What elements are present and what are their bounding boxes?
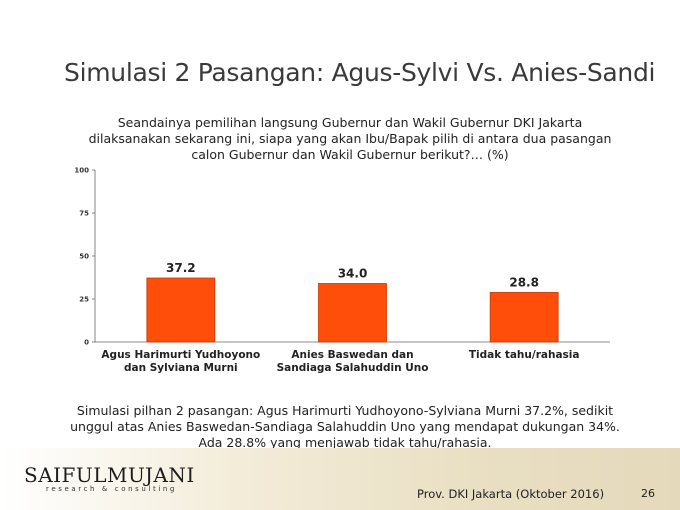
bar-chart: 0 25 50 75 100 37.2 Agus Harimurti Yudhoyonod… xyxy=(74,167,610,374)
bar-3 xyxy=(489,292,559,343)
category-label: Tidak tahu/rahasia xyxy=(469,349,580,361)
data-label: 34.0 xyxy=(338,267,368,281)
slide-title: Simulasi 2 Pasangan: Agus-Sylvi Vs. Anie… xyxy=(64,58,656,87)
company-logo: SAIFULMUJANI research & consulting xyxy=(24,463,195,493)
bar-1 xyxy=(146,277,216,343)
footer-source: Prov. DKI Jakarta (Oktober 2016) xyxy=(417,487,605,501)
chart-bars xyxy=(146,277,559,343)
y-tick-label: 75 xyxy=(79,210,89,218)
category-label: Agus Harimurti Yudhoyono xyxy=(101,349,260,361)
data-label: 28.8 xyxy=(509,275,539,289)
footer-band xyxy=(0,448,680,510)
page-number: 26 xyxy=(641,487,655,500)
logo-tagline: research & consulting xyxy=(46,485,177,493)
y-tick-label: 50 xyxy=(79,253,89,261)
summary-text: Simulasi pilhan 2 pasangan: Agus Harimur… xyxy=(70,403,620,450)
category-label: Sandiaga Salahuddin Uno xyxy=(277,362,429,374)
category-label: Anies Baswedan dan xyxy=(291,349,413,361)
bar-2 xyxy=(318,283,387,343)
category-label: dan Sylviana Murni xyxy=(124,362,238,374)
y-tick-label: 0 xyxy=(84,339,89,347)
y-tick-label: 100 xyxy=(74,167,89,175)
y-tick-label: 25 xyxy=(79,296,89,304)
survey-question: Seandainya pemilihan langsung Gubernur d… xyxy=(88,115,612,162)
data-label: 37.2 xyxy=(166,261,196,275)
logo-wordmark: SAIFULMUJANI xyxy=(24,463,195,487)
